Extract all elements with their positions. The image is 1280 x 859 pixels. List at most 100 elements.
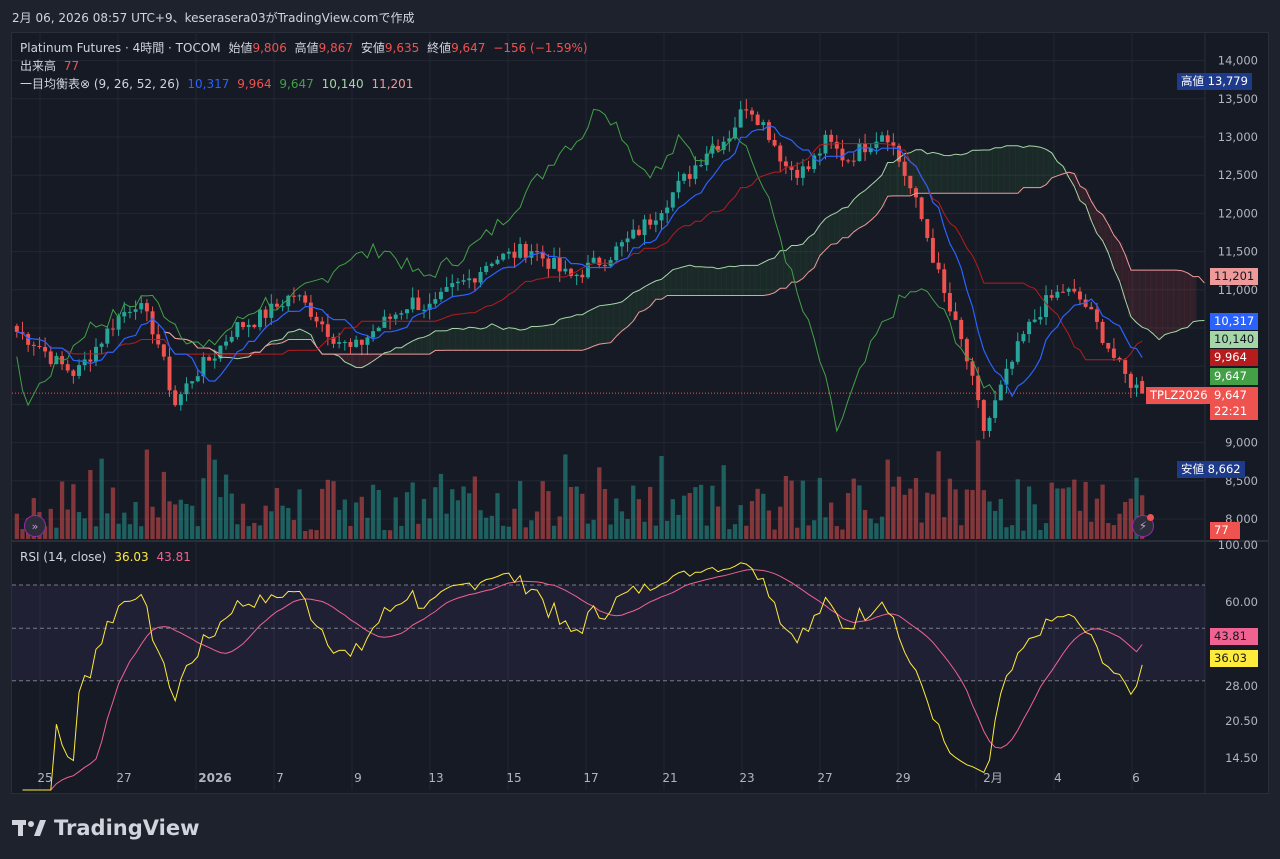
volume-bar xyxy=(704,525,709,539)
cloud-segment xyxy=(698,266,705,296)
candle-body xyxy=(201,357,206,377)
volume-bar xyxy=(845,493,851,539)
volume-bar xyxy=(591,519,596,539)
symbol-title[interactable]: Platinum Futures · 4時間 · TOCOM xyxy=(20,41,221,55)
candle-body xyxy=(733,127,737,139)
cloud-segment xyxy=(703,267,711,296)
candle-body xyxy=(207,357,212,361)
candle-body xyxy=(241,322,246,327)
cloud-segment xyxy=(986,149,993,194)
candle-body xyxy=(993,400,998,418)
volume-bar xyxy=(964,489,970,539)
volume-bar xyxy=(930,494,936,539)
cloud-segment xyxy=(992,147,999,194)
candle-body xyxy=(687,174,692,179)
rsi-legend[interactable]: RSI (14, close) 36.03 43.81 xyxy=(20,550,195,564)
cloud-segment xyxy=(681,266,688,296)
open-value: 9,806 xyxy=(252,41,287,55)
volume-bars xyxy=(14,440,1145,539)
candle-body xyxy=(1055,291,1060,298)
candle-body xyxy=(365,337,370,345)
go-to-realtime-icon[interactable]: » xyxy=(24,515,46,537)
cloud-segment xyxy=(545,325,552,351)
volume-label[interactable]: 出来高 xyxy=(20,59,57,73)
volume-bar xyxy=(1049,482,1054,539)
rsi-label[interactable]: RSI (14, close) xyxy=(20,550,107,564)
volume-bar xyxy=(421,498,427,539)
volume-bar xyxy=(795,527,800,539)
tradingview-brand[interactable]: TradingView xyxy=(54,816,200,840)
candle-body xyxy=(981,400,986,431)
volume-bar xyxy=(919,522,924,539)
chart-container[interactable] xyxy=(11,32,1269,794)
time-axis-label: 29 xyxy=(895,771,910,785)
candle-body xyxy=(569,268,573,277)
cloud-segment xyxy=(918,149,925,194)
cloud-segment xyxy=(517,330,524,351)
price-axis-label: 11,500 xyxy=(1218,245,1258,259)
ichimoku-legend[interactable]: 一目均衡表⊗ (9, 26, 52, 26) 10,317 9,964 9,64… xyxy=(20,75,417,92)
candle-body xyxy=(829,134,834,142)
candle-body xyxy=(410,297,415,310)
lagging-line xyxy=(16,108,996,433)
candle-body xyxy=(416,297,421,311)
volume-bar xyxy=(619,511,625,539)
volume-bar xyxy=(240,503,246,539)
candle-body xyxy=(1049,295,1054,298)
cloud-segment xyxy=(415,338,422,355)
volume-bar xyxy=(857,485,862,539)
volume-bar xyxy=(506,526,511,539)
volume-bar xyxy=(48,508,53,539)
candle-body xyxy=(518,243,523,258)
cloud-segment xyxy=(647,283,654,307)
candle-body xyxy=(902,161,907,176)
cloud-segment xyxy=(336,354,343,357)
cloud-segment xyxy=(1026,145,1033,188)
cloud-segment xyxy=(500,329,507,351)
senkou-b-tag: 11,201 xyxy=(1210,268,1258,285)
volume-bar xyxy=(749,501,755,539)
ichimoku-label[interactable]: 一目均衡表⊗ (9, 26, 52, 26) xyxy=(20,77,180,91)
candle-body xyxy=(161,344,166,357)
cloud-segment xyxy=(432,330,439,351)
volume-bar xyxy=(942,517,947,539)
candle-body xyxy=(139,303,144,310)
footer[interactable]: TradingView xyxy=(12,812,199,844)
candle-body xyxy=(625,238,630,243)
candle-body xyxy=(342,341,347,343)
candle-body xyxy=(868,148,873,153)
volume-bar xyxy=(800,480,806,539)
candle-body xyxy=(37,345,42,348)
volume-legend[interactable]: 出来高 77 xyxy=(20,57,83,74)
rsi-line xyxy=(22,562,1143,791)
time-axis-label: 25 xyxy=(37,771,52,785)
conversion-line xyxy=(16,124,1143,398)
symbol-legend[interactable]: Platinum Futures · 4時間 · TOCOM 始値9,806 高… xyxy=(20,39,592,56)
base-tag: 9,964 xyxy=(1210,349,1258,366)
cloud-segment xyxy=(783,250,790,289)
candle-body xyxy=(540,251,545,259)
volume-bar xyxy=(495,493,500,539)
candle-body xyxy=(438,291,443,300)
cloud-segment xyxy=(1082,189,1089,205)
candle-body xyxy=(393,314,398,319)
cloud-segment xyxy=(364,354,371,365)
volume-bar xyxy=(1111,525,1117,539)
top-bar: 2月 06, 2026 08:57 UTC+9、keserasera03がTra… xyxy=(0,0,1280,32)
cloud-segment xyxy=(1178,270,1186,329)
cloud-segment xyxy=(477,328,484,351)
cloud-segment xyxy=(1167,270,1174,333)
time-axis-label: 17 xyxy=(583,771,598,785)
volume-bar xyxy=(144,449,150,539)
cloud-segment xyxy=(981,149,988,194)
price-axis-label: 11,000 xyxy=(1218,283,1258,297)
cloud-segment xyxy=(585,311,592,349)
candle-body xyxy=(1134,384,1139,388)
volume-bar xyxy=(478,510,483,539)
cloud-segment xyxy=(715,268,722,296)
candle-body xyxy=(874,141,879,149)
rsi-axis-label: 100.00 xyxy=(1218,538,1258,552)
cloud-segment xyxy=(930,152,937,194)
candle-body xyxy=(212,358,217,361)
